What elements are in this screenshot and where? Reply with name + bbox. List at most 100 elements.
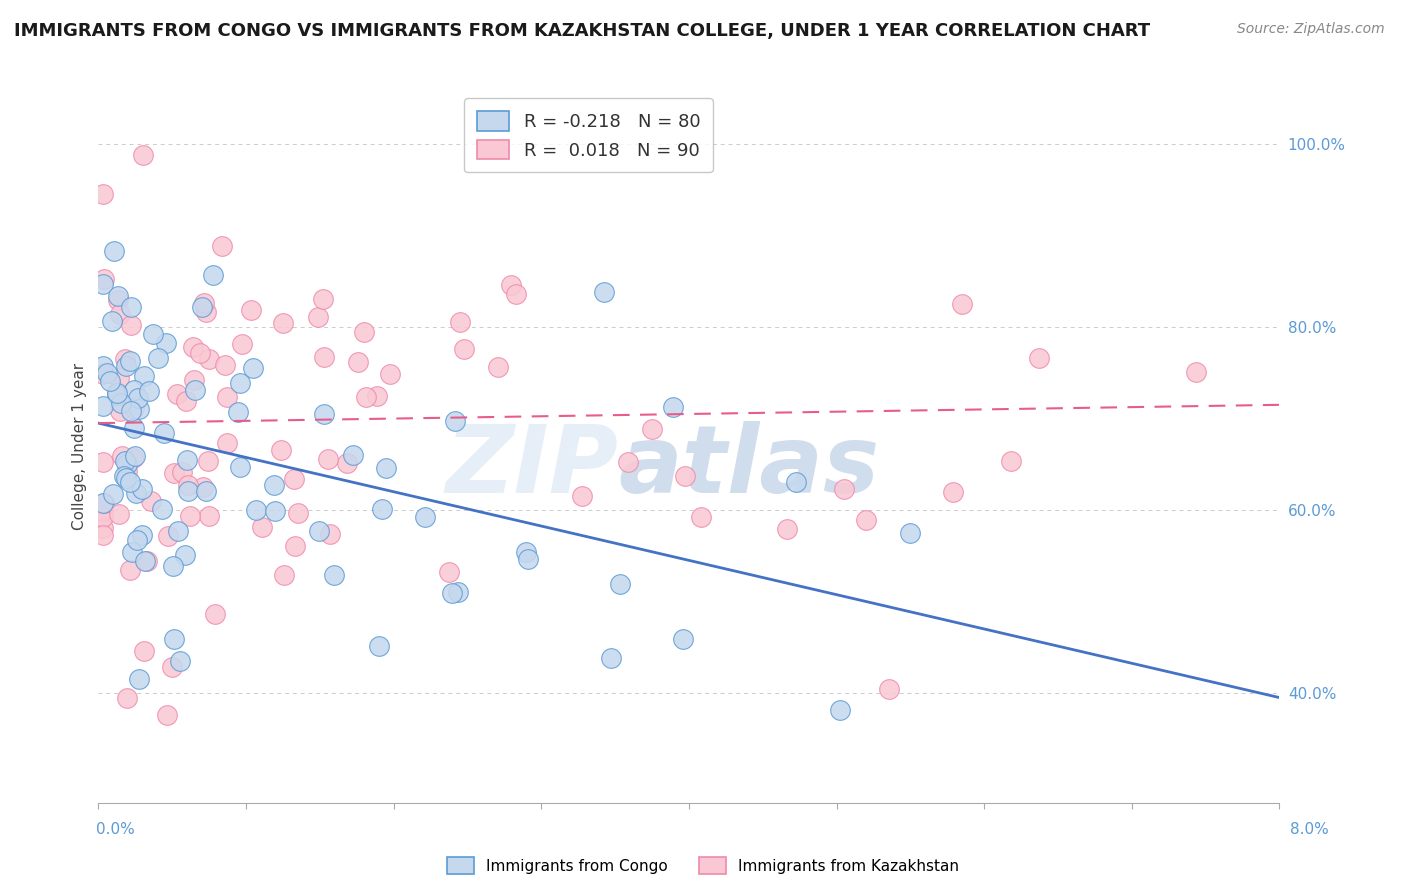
Point [118, 354, 141, 368]
Point [319, 527, 342, 541]
Point [91, 187, 114, 202]
Point [107, 385, 129, 400]
Point [93, 455, 115, 469]
Point [287, 507, 309, 521]
Point [132, 644, 155, 658]
Point [672, 632, 695, 646]
Point [120, 403, 142, 417]
Point [101, 487, 124, 501]
Point [307, 310, 329, 324]
Point [91, 521, 114, 535]
Point [877, 681, 900, 696]
Point [245, 503, 267, 517]
Point [609, 577, 631, 591]
Text: 8.0%: 8.0% [1289, 822, 1329, 837]
Point [115, 691, 138, 706]
Point [114, 351, 136, 366]
Point [347, 355, 370, 369]
Point [264, 504, 287, 518]
Point [179, 508, 201, 523]
Point [115, 457, 138, 471]
Point [375, 461, 398, 475]
Point [128, 672, 150, 686]
Point [441, 586, 464, 600]
Point [127, 391, 149, 405]
Point [150, 502, 173, 516]
Point [132, 148, 155, 162]
Point [107, 293, 129, 307]
Point [124, 486, 146, 500]
Point [91, 367, 114, 381]
Point [183, 373, 205, 387]
Point [834, 483, 856, 497]
Point [950, 297, 973, 311]
Point [201, 268, 224, 282]
Point [226, 405, 249, 419]
Point [308, 524, 330, 538]
Point [152, 425, 174, 440]
Point [640, 422, 662, 436]
Text: IMMIGRANTS FROM CONGO VS IMMIGRANTS FROM KAZAKHSTAN COLLEGE, UNDER 1 YEAR CORREL: IMMIGRANTS FROM CONGO VS IMMIGRANTS FROM… [14, 22, 1150, 40]
Point [283, 472, 305, 486]
Point [942, 484, 965, 499]
Point [284, 539, 307, 553]
Point [204, 607, 226, 621]
Point [690, 510, 713, 524]
Point [900, 525, 922, 540]
Point [115, 359, 138, 373]
Point [91, 399, 114, 413]
Point [101, 313, 124, 327]
Point [486, 360, 509, 375]
Point [505, 287, 527, 301]
Point [515, 545, 537, 559]
Point [316, 452, 339, 467]
Point [163, 467, 186, 481]
Point [122, 401, 145, 415]
Point [103, 244, 125, 259]
Point [371, 501, 394, 516]
Point [499, 277, 522, 292]
Point [122, 421, 145, 435]
Point [323, 568, 346, 582]
Point [146, 351, 169, 365]
Point [121, 545, 143, 559]
Point [91, 277, 114, 291]
Point [197, 453, 219, 467]
Point [120, 300, 142, 314]
Point [447, 585, 470, 599]
Point [229, 376, 252, 391]
Point [183, 383, 205, 397]
Point [163, 632, 186, 647]
Point [139, 494, 162, 508]
Point [131, 483, 153, 497]
Point [312, 407, 335, 421]
Point [155, 336, 177, 351]
Point [193, 295, 215, 310]
Point [177, 477, 200, 491]
Point [661, 401, 683, 415]
Point [105, 388, 128, 402]
Point [673, 468, 696, 483]
Point [517, 552, 540, 566]
Point [120, 475, 142, 490]
Point [173, 548, 195, 562]
Point [593, 285, 616, 300]
Point [110, 396, 132, 410]
Point [314, 351, 336, 365]
Point [188, 346, 211, 360]
Point [240, 302, 263, 317]
Point [181, 340, 204, 354]
Point [830, 703, 852, 717]
Text: Source: ZipAtlas.com: Source: ZipAtlas.com [1237, 22, 1385, 37]
Point [176, 453, 198, 467]
Point [91, 510, 114, 524]
Point [108, 507, 131, 521]
Point [342, 448, 364, 462]
Point [367, 640, 389, 654]
Point [118, 563, 141, 577]
Point [134, 554, 156, 568]
Text: ZIP: ZIP [446, 421, 619, 514]
Point [131, 527, 153, 541]
Point [354, 390, 377, 404]
Point [132, 369, 155, 384]
